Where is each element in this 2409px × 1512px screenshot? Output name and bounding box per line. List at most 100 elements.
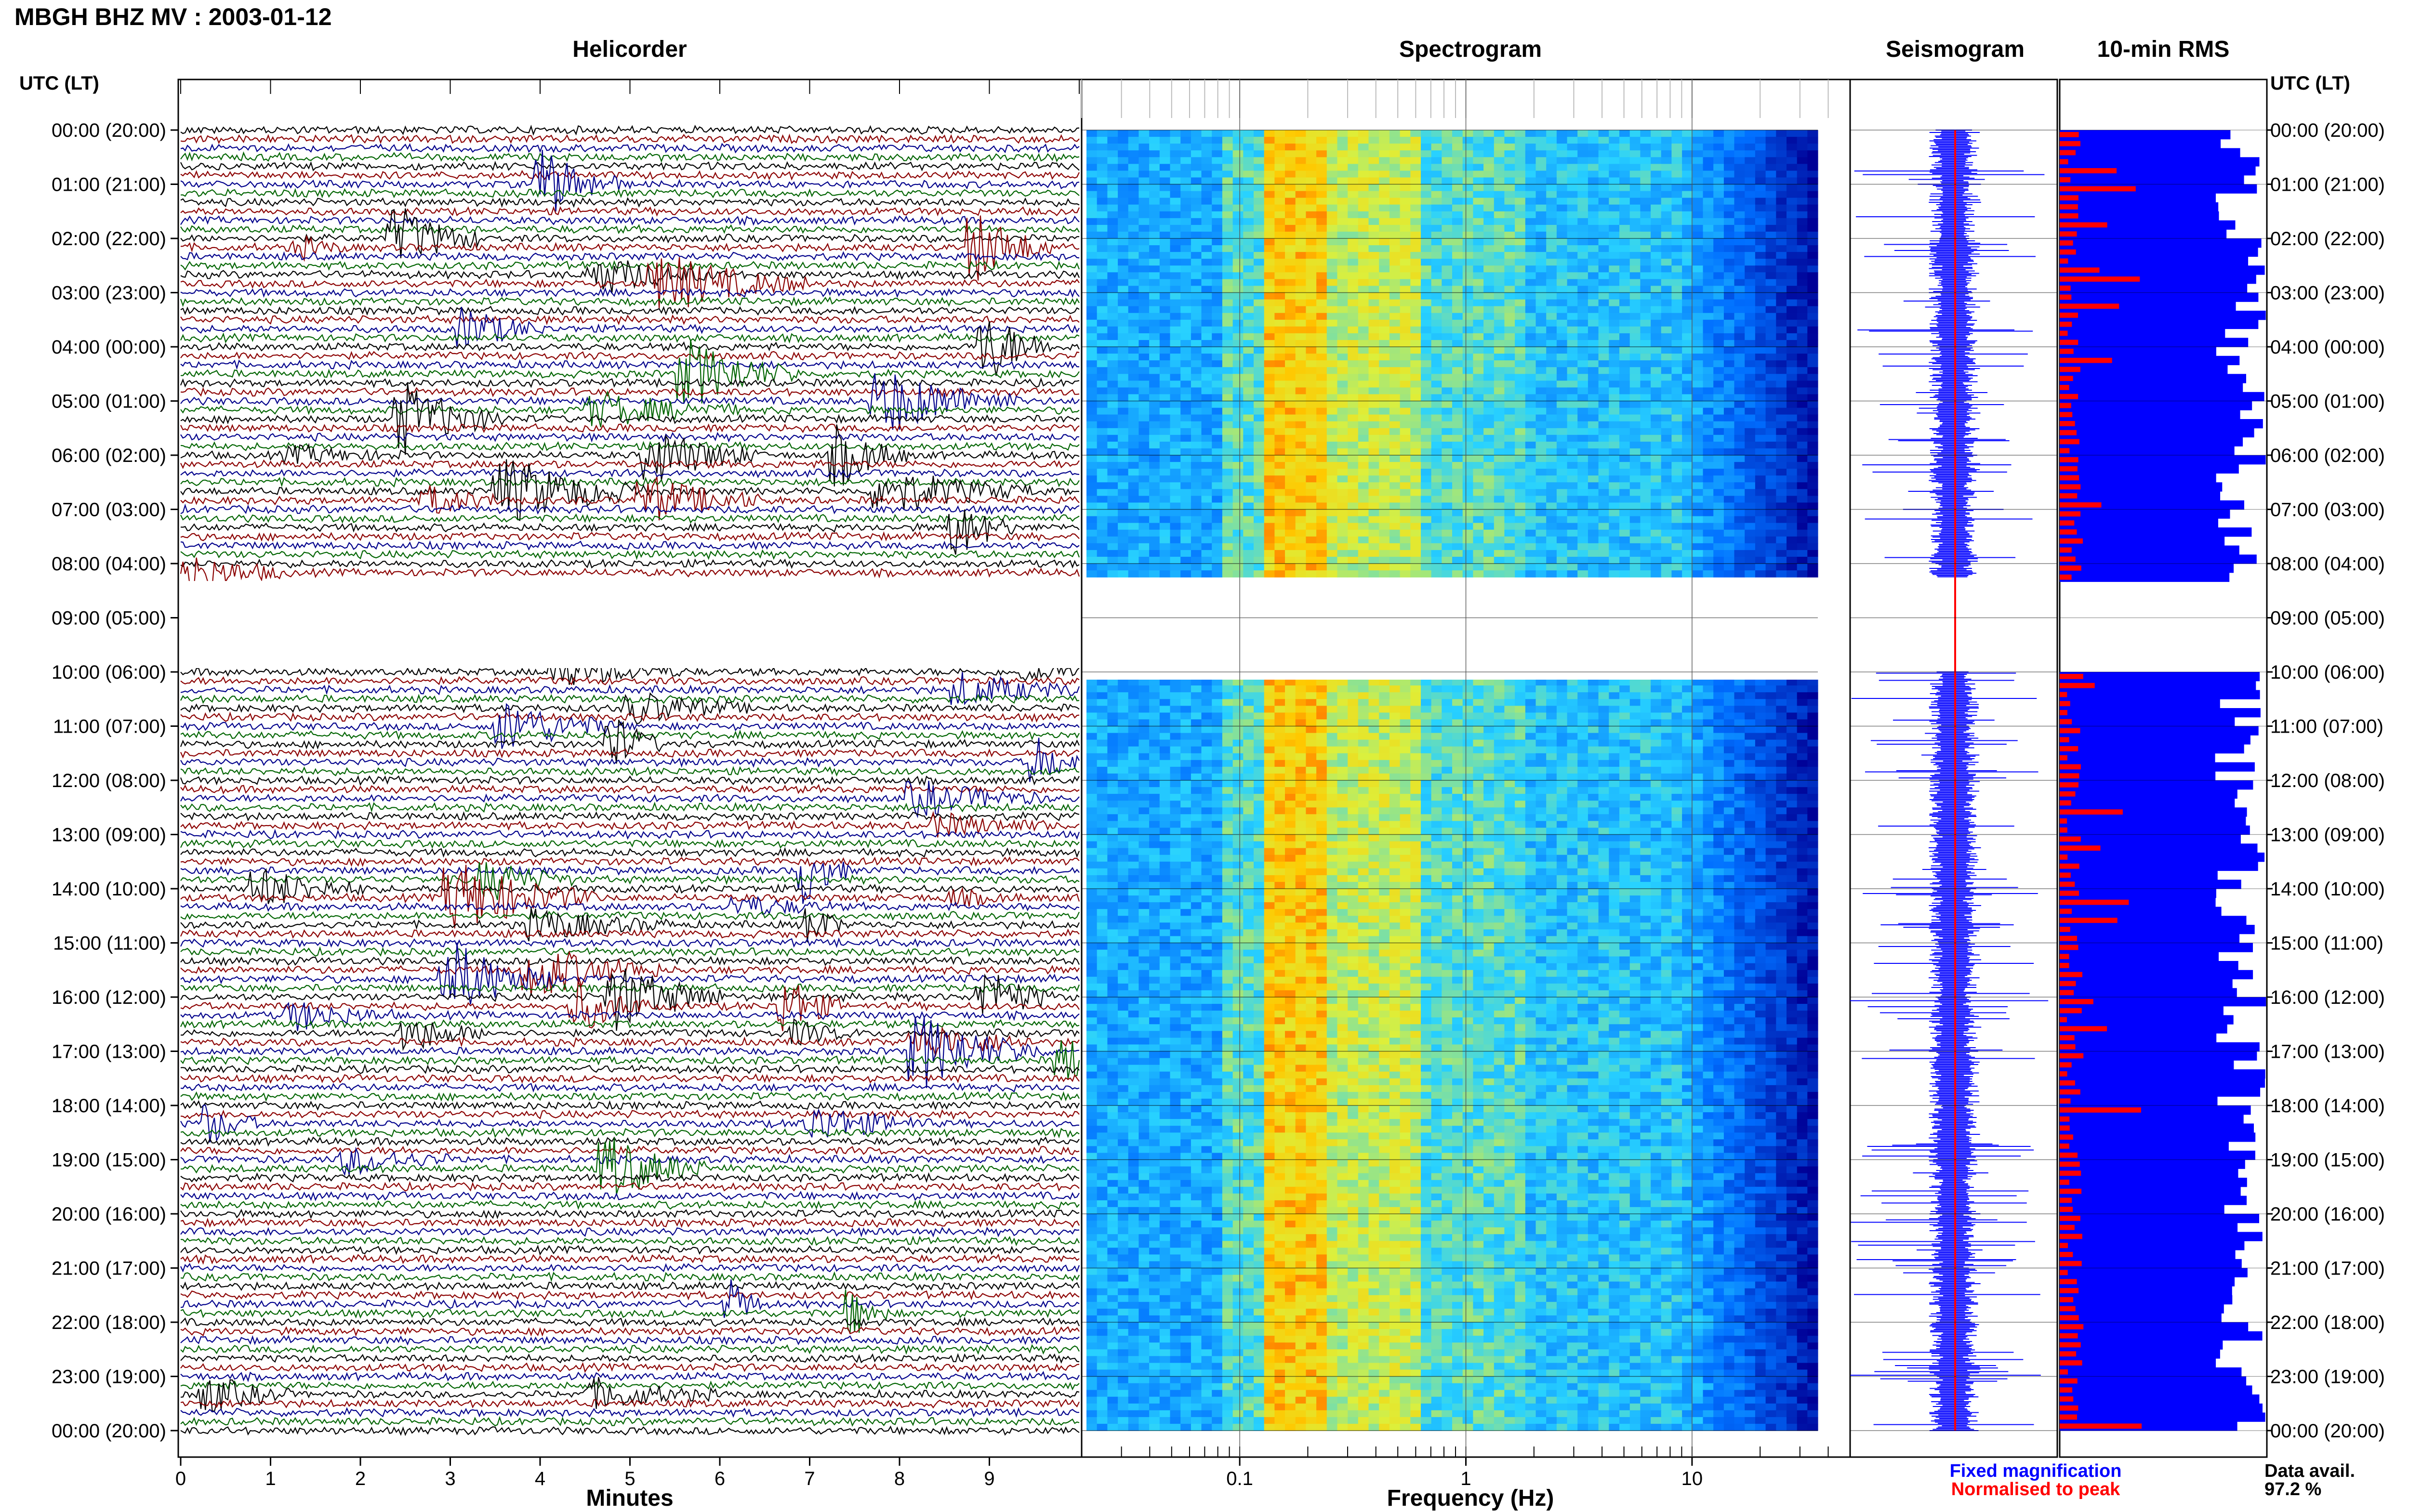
spectrogram-cell	[1661, 374, 1672, 381]
spectrogram-cell	[1348, 523, 1359, 530]
spectrogram-cell	[1149, 421, 1160, 429]
spectrogram-cell	[1661, 679, 1672, 686]
spectrogram-cell	[1671, 354, 1682, 361]
spectrogram-cell	[1807, 238, 1818, 246]
spectrogram-cell	[1180, 564, 1191, 571]
spectrogram-cell	[1358, 414, 1369, 422]
spectrogram-cell	[1086, 130, 1098, 137]
spectrogram-cell	[1661, 556, 1672, 564]
spectrogram-cell	[1713, 679, 1724, 686]
spectrogram-cell	[1118, 482, 1129, 489]
spectrogram-cell	[1086, 523, 1098, 530]
spectrogram-cell	[1180, 177, 1191, 185]
spectrogram-cell	[1577, 354, 1588, 361]
spectrogram-cell	[1170, 387, 1181, 395]
spectrogram-cell	[1504, 245, 1515, 252]
spectrogram-cell	[1212, 319, 1223, 327]
spectrogram-cell	[1086, 211, 1098, 219]
spectrogram-cell	[1243, 367, 1254, 374]
spectrogram-cell	[1682, 462, 1693, 469]
spectrogram-cell	[1379, 502, 1390, 510]
spectrogram-cell	[1086, 570, 1098, 578]
spectrogram-cell	[1138, 177, 1150, 185]
spectrogram-cell	[1295, 265, 1306, 273]
spectrogram-cell	[1462, 543, 1473, 551]
spectrogram-cell	[1400, 529, 1411, 537]
spectrogram-cell	[1421, 238, 1432, 246]
spectrogram-cell	[1431, 130, 1442, 137]
spectrogram-cell	[1765, 462, 1776, 469]
spectrogram-cell	[1682, 679, 1693, 686]
spectrogram-cell	[1316, 408, 1327, 415]
spectrogram-cell	[1703, 354, 1714, 361]
helicorder-trace-row	[180, 1398, 1080, 1409]
spectrogram-cell	[1138, 394, 1150, 402]
spectrogram-cell	[1692, 313, 1704, 320]
spectrogram-cell	[1348, 137, 1359, 144]
spectrogram-cell	[1295, 489, 1306, 496]
spectrogram-cell	[1442, 204, 1453, 212]
spectrogram-cell	[1755, 489, 1766, 496]
spectrogram-cell	[1515, 279, 1526, 287]
spectrogram-cell	[1661, 306, 1672, 314]
spectrogram-cell	[1379, 394, 1390, 402]
spectrogram-cell	[1765, 502, 1776, 510]
spectrogram-cell	[1368, 685, 1379, 693]
spectrogram-cell	[1097, 381, 1108, 388]
spectrogram-cell	[1452, 428, 1463, 435]
spectrogram-cell	[1671, 441, 1682, 449]
spectrogram-cell	[1212, 252, 1223, 259]
spectrogram-cell	[1243, 319, 1254, 327]
spectrogram-cell	[1651, 313, 1662, 320]
spectrogram-cell	[1086, 509, 1098, 517]
spectrogram-cell	[1483, 367, 1495, 374]
helicorder-trace-row	[180, 160, 1080, 171]
spectrogram-cell	[1807, 218, 1818, 225]
spectrogram-cell	[1682, 448, 1693, 456]
spectrogram-cell	[1170, 137, 1181, 144]
spectrogram-cell	[1431, 157, 1442, 164]
spectrogram-cell	[1546, 414, 1557, 422]
spectrogram-cell	[1640, 292, 1651, 300]
spectrogram-cell	[1734, 387, 1745, 395]
spectrogram-cell	[1734, 489, 1745, 496]
spectrogram-cell	[1619, 286, 1630, 293]
spectrogram-cell	[1159, 265, 1171, 273]
spectrogram-cell	[1107, 319, 1118, 327]
spectrogram-cell	[1201, 259, 1212, 266]
spectrogram-cell	[1348, 509, 1359, 517]
spectrogram-cell	[1640, 340, 1651, 347]
spectrogram-cell	[1797, 408, 1808, 415]
spectrogram-cell	[1745, 516, 1756, 524]
spectrogram-cell	[1254, 265, 1265, 273]
spectrogram-cell	[1609, 475, 1620, 483]
spectrogram-cell	[1379, 509, 1390, 517]
spectrogram-cell	[1326, 150, 1338, 158]
spectrogram-cell	[1326, 394, 1338, 402]
spectrogram-cell	[1525, 164, 1536, 171]
spectrogram-cell	[1264, 299, 1275, 307]
spectrogram-cell	[1535, 529, 1547, 537]
spectrogram-cell	[1264, 408, 1275, 415]
spectrogram-cell	[1535, 326, 1547, 334]
spectrogram-cell	[1159, 441, 1171, 449]
spectrogram-cell	[1295, 224, 1306, 232]
spectrogram-cell	[1264, 340, 1275, 347]
spectrogram-cell	[1264, 231, 1275, 239]
spectrogram-cell	[1640, 171, 1651, 178]
spectrogram-cell	[1097, 462, 1108, 469]
spectrogram-cell	[1337, 279, 1348, 287]
spectrogram-cell	[1703, 224, 1714, 232]
spectrogram-cell	[1431, 313, 1442, 320]
spectrogram-cell	[1703, 272, 1714, 279]
spectrogram-cell	[1535, 570, 1547, 578]
spectrogram-cell	[1525, 197, 1536, 205]
spectrogram-cell	[1442, 502, 1453, 510]
spectrogram-cell	[1473, 489, 1484, 496]
spectrogram-cell	[1807, 144, 1818, 151]
spectrogram-cell	[1682, 197, 1693, 205]
spectrogram-cell	[1170, 272, 1181, 279]
spectrogram-cell	[1243, 306, 1254, 314]
spectrogram-cell	[1264, 218, 1275, 225]
spectrogram-cell	[1086, 259, 1098, 266]
